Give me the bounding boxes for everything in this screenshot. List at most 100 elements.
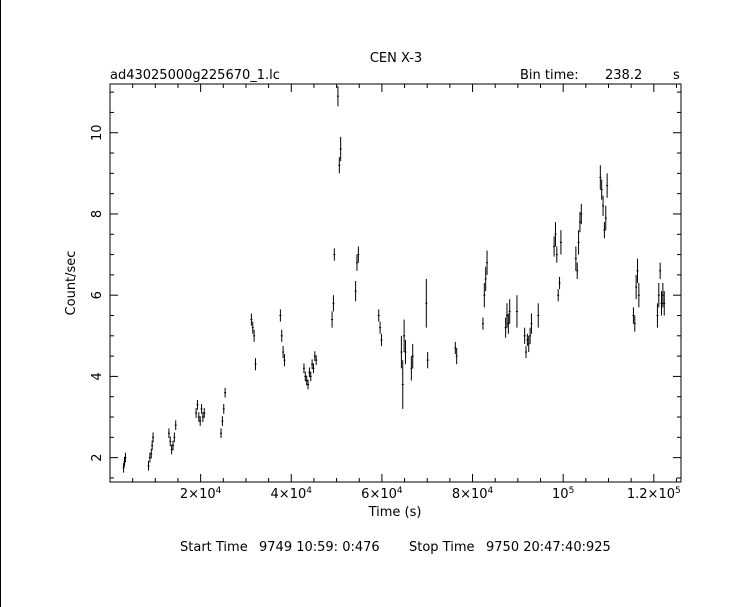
data-point bbox=[222, 404, 225, 414]
stop-time-value: 9750 20:47:40:925 bbox=[486, 540, 611, 555]
data-point bbox=[486, 250, 489, 275]
y-tick-labels: 2 4 6 8 10 bbox=[90, 124, 105, 461]
data-point bbox=[331, 311, 334, 328]
data-point bbox=[307, 379, 310, 390]
data-point bbox=[333, 248, 336, 261]
data-point bbox=[167, 428, 170, 439]
data-point bbox=[661, 283, 664, 308]
data-point bbox=[455, 347, 458, 365]
data-point bbox=[663, 291, 666, 316]
data-point bbox=[152, 432, 155, 443]
data-point bbox=[553, 236, 556, 257]
data-point bbox=[401, 360, 404, 409]
data-point bbox=[357, 246, 360, 263]
data-point bbox=[425, 278, 428, 328]
data-point bbox=[151, 440, 154, 451]
data-point bbox=[577, 230, 580, 255]
plot-frame bbox=[109, 83, 682, 483]
data-point bbox=[309, 371, 312, 382]
data-point bbox=[221, 416, 224, 426]
data-point bbox=[426, 352, 429, 369]
data-point bbox=[251, 321, 254, 334]
data-point bbox=[171, 440, 174, 451]
data-point bbox=[604, 205, 607, 231]
data-point bbox=[380, 333, 383, 346]
data-point bbox=[377, 309, 380, 322]
data-point bbox=[554, 222, 557, 247]
data-point bbox=[282, 345, 285, 359]
data-point bbox=[507, 313, 510, 334]
data-point bbox=[354, 280, 357, 302]
data-point bbox=[526, 333, 529, 346]
data-point bbox=[338, 157, 341, 174]
data-point bbox=[224, 387, 227, 398]
data-point bbox=[410, 356, 413, 381]
data-point bbox=[250, 313, 253, 326]
data-point bbox=[379, 321, 382, 334]
data-point bbox=[311, 359, 314, 370]
data-point bbox=[606, 173, 609, 198]
data-point bbox=[578, 211, 581, 233]
data-point bbox=[576, 262, 579, 279]
data-point bbox=[523, 327, 526, 344]
data-point bbox=[305, 375, 308, 386]
x-tick-label: 1.2×105 bbox=[627, 486, 681, 502]
data-point bbox=[150, 448, 153, 459]
data-point bbox=[505, 303, 508, 328]
y-tick-label: 8 bbox=[90, 210, 105, 218]
data-point bbox=[197, 412, 200, 422]
data-point bbox=[400, 335, 403, 369]
data-point bbox=[557, 289, 560, 302]
data-point bbox=[308, 367, 311, 378]
x-tick-label: 6×104 bbox=[361, 486, 403, 502]
data-point bbox=[657, 283, 660, 308]
data-point bbox=[656, 303, 659, 328]
y-tick-label: 10 bbox=[90, 124, 105, 141]
x-axis-label: Time (s) bbox=[368, 505, 422, 520]
data-point bbox=[124, 452, 127, 463]
data-point bbox=[148, 452, 151, 463]
data-point bbox=[484, 266, 487, 292]
data-point bbox=[201, 412, 204, 422]
x-tick-label: 2×104 bbox=[180, 486, 222, 502]
data-point bbox=[196, 399, 199, 410]
x-tick-labels: 2×104 4×104 6×104 8×104 105 1.2×105 bbox=[180, 486, 681, 502]
data-point bbox=[199, 416, 202, 426]
data-point bbox=[600, 179, 603, 200]
data-point bbox=[559, 230, 562, 255]
data-point bbox=[481, 317, 484, 330]
window-left-border bbox=[0, 0, 1, 607]
data-point bbox=[508, 299, 511, 324]
data-point bbox=[525, 345, 528, 359]
chart-title: CEN X-3 bbox=[370, 51, 422, 66]
data-point bbox=[659, 262, 662, 279]
data-point bbox=[355, 254, 358, 271]
bin-time-label: Bin time: bbox=[520, 68, 579, 83]
data-point bbox=[632, 307, 635, 324]
data-point bbox=[304, 371, 307, 382]
data-point bbox=[602, 195, 605, 216]
data-point bbox=[195, 408, 198, 418]
data-point bbox=[339, 136, 342, 162]
x-tick-label: 4×104 bbox=[271, 486, 313, 502]
data-point bbox=[411, 343, 414, 369]
data-point bbox=[633, 315, 636, 332]
data-point bbox=[555, 246, 558, 263]
data-point bbox=[635, 274, 638, 300]
data-point bbox=[220, 428, 223, 439]
data-point bbox=[527, 335, 530, 353]
filename-label: ad43025000g225670_1.lc bbox=[110, 68, 280, 83]
data-point bbox=[336, 86, 339, 107]
data-point bbox=[504, 317, 507, 338]
data-point bbox=[302, 363, 305, 374]
data-point bbox=[173, 432, 176, 443]
data-point bbox=[312, 363, 315, 374]
data-points bbox=[122, 86, 666, 473]
y-tick-label: 2 bbox=[90, 453, 105, 461]
data-point bbox=[580, 203, 583, 225]
data-point bbox=[403, 319, 406, 353]
x-tick-label: 105 bbox=[552, 486, 574, 502]
data-point bbox=[279, 309, 282, 322]
y-tick-label: 6 bbox=[90, 291, 105, 299]
